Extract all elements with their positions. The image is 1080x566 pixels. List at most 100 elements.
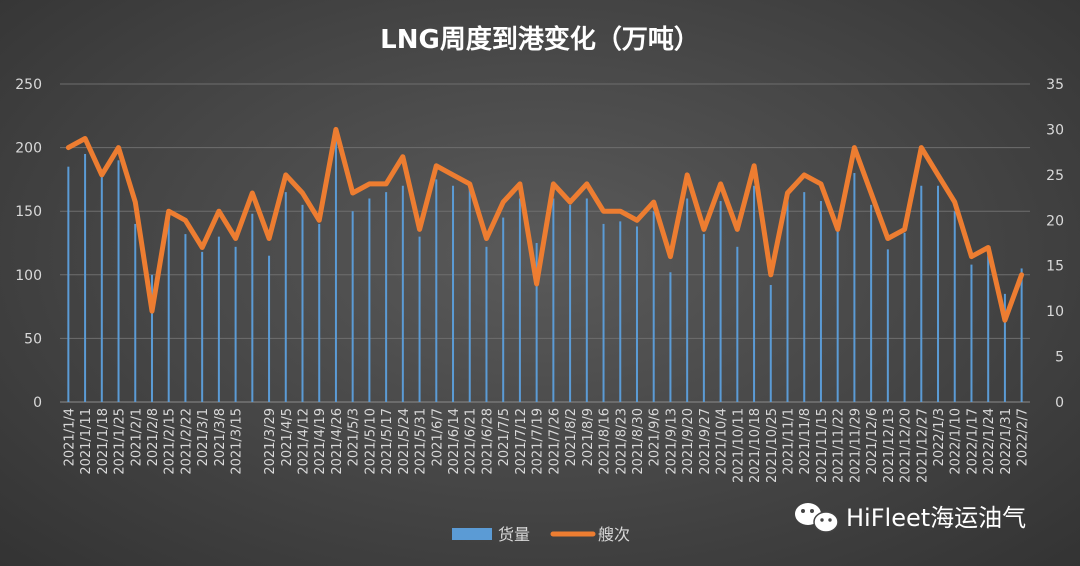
x-tick-label: 2022/1/3: [932, 408, 947, 466]
x-tick-label: 2021/7/19: [531, 408, 546, 475]
y-axis-left: 0 50 100 150 200 250: [15, 77, 42, 411]
x-tick-label: 2021/10/25: [765, 408, 780, 483]
y-right-tick-label: 35: [1046, 77, 1064, 93]
y-left-tick-label: 50: [24, 331, 42, 347]
bar: [452, 185, 455, 402]
x-tick-label: 2021/7/26: [547, 408, 562, 475]
bar: [652, 211, 655, 402]
legend-label-bar: 货量: [498, 525, 530, 544]
wechat-icon: [795, 503, 839, 533]
bar: [334, 141, 337, 403]
bar: [385, 192, 388, 402]
x-tick-label: 2022/1/10: [949, 408, 964, 475]
bar: [268, 255, 271, 402]
bar: [953, 211, 956, 402]
bar: [903, 232, 906, 402]
x-tick-label: 2021/3/1: [196, 408, 211, 466]
x-tick-label: 2021/5/10: [363, 408, 378, 475]
bar: [234, 246, 237, 402]
bar: [150, 274, 153, 402]
bar: [769, 284, 772, 402]
x-tick-label: 2021/6/14: [447, 408, 462, 475]
y-left-tick-label: 0: [33, 395, 42, 411]
bar: [736, 246, 739, 402]
x-tick-label: 2022/1/24: [982, 408, 997, 475]
legend: 货量 艘次: [452, 525, 630, 544]
x-tick-label: 2021/12/27: [915, 408, 930, 483]
bar: [669, 272, 672, 402]
bar: [301, 204, 304, 402]
bar: [351, 211, 354, 402]
y-right-tick-label: 20: [1046, 213, 1064, 229]
x-tick-label: 2021/4/12: [297, 408, 312, 475]
bar: [1020, 268, 1023, 402]
x-tick-label: 2022/1/17: [965, 408, 980, 475]
x-tick-label: 2021/11/1: [782, 408, 797, 475]
y-right-tick-label: 25: [1046, 168, 1064, 184]
x-tick-label: 2021/2/8: [146, 408, 161, 466]
x-tick-label: 2021/5/17: [380, 408, 395, 475]
y-right-tick-label: 5: [1055, 350, 1064, 366]
legend-swatch-bar: [452, 528, 492, 540]
x-tick-label: 2021/1/11: [79, 408, 94, 475]
x-tick-label: 2021/9/20: [681, 408, 696, 475]
y-right-tick-label: 10: [1046, 304, 1064, 320]
x-tick-label: 2021/11/22: [832, 408, 847, 483]
bar: [435, 179, 438, 402]
bar-series: [67, 141, 1023, 403]
line-series: [65, 126, 1025, 323]
x-tick-label: 2021/12/6: [865, 408, 880, 475]
bar: [569, 204, 572, 402]
x-tick-label: 2021/9/6: [648, 408, 663, 466]
x-tick-label: 2021/10/4: [715, 408, 730, 475]
x-tick-label: 2021/2/1: [129, 408, 144, 466]
bar: [284, 192, 287, 402]
x-tick-label: 2021/1/25: [113, 408, 128, 475]
chart-title: LNG周度到港变化（万吨）: [380, 24, 700, 55]
x-tick-label: 2022/1/31: [999, 408, 1014, 475]
x-tick-label: 2021/8/23: [614, 408, 629, 475]
x-tick-label: 2021/10/18: [748, 408, 763, 483]
y-left-tick-label: 100: [15, 268, 42, 284]
x-tick-label: 2021/9/13: [664, 408, 679, 475]
x-tick-label: 2021/9/27: [698, 408, 713, 475]
bar: [1003, 293, 1006, 402]
y-right-tick-label: 15: [1046, 259, 1064, 275]
bar: [84, 153, 87, 402]
bar: [67, 166, 70, 402]
bar: [870, 204, 873, 402]
x-axis: 2021/1/4 2021/1/11 2021/1/18 2021/1/25 2021/…: [62, 408, 1030, 483]
bar: [836, 230, 839, 402]
x-tick-label: 2021/1/4: [62, 408, 77, 466]
x-tick-label: 2021/5/24: [397, 408, 412, 475]
x-tick-label: 2021/5/3: [347, 408, 362, 466]
x-tick-label: 2021/6/7: [430, 408, 445, 466]
x-tick-label: 2021/12/13: [882, 408, 897, 483]
bar: [920, 185, 923, 402]
bar: [401, 185, 404, 402]
x-tick-label: 2021/2/22: [179, 408, 194, 475]
bar: [719, 201, 722, 402]
y-right-tick-label: 30: [1046, 122, 1064, 138]
y-right-tick-label: 0: [1055, 395, 1064, 411]
bar: [702, 234, 705, 402]
y-axis-right: 0 5 10 15 20 25 30 35: [1046, 77, 1064, 411]
bar: [167, 217, 170, 402]
x-tick-label: 2021/3/8: [213, 408, 228, 466]
series-line: [65, 126, 1025, 323]
bar: [602, 223, 605, 402]
x-tick-label: 2021/4/19: [313, 408, 328, 475]
x-tick-label: 2022/2/7: [1016, 408, 1031, 466]
bar: [251, 213, 254, 402]
bar: [535, 243, 538, 402]
x-tick-label: 2021/8/2: [564, 408, 579, 466]
bar: [468, 188, 471, 402]
bar: [418, 236, 421, 402]
bar: [585, 198, 588, 402]
bar: [502, 217, 505, 402]
watermark-text: HiFleet海运油气: [846, 504, 1026, 532]
bar: [318, 223, 321, 402]
x-tick-label: 2021/8/16: [598, 408, 613, 475]
x-tick-label: 2021/4/5: [280, 408, 295, 466]
